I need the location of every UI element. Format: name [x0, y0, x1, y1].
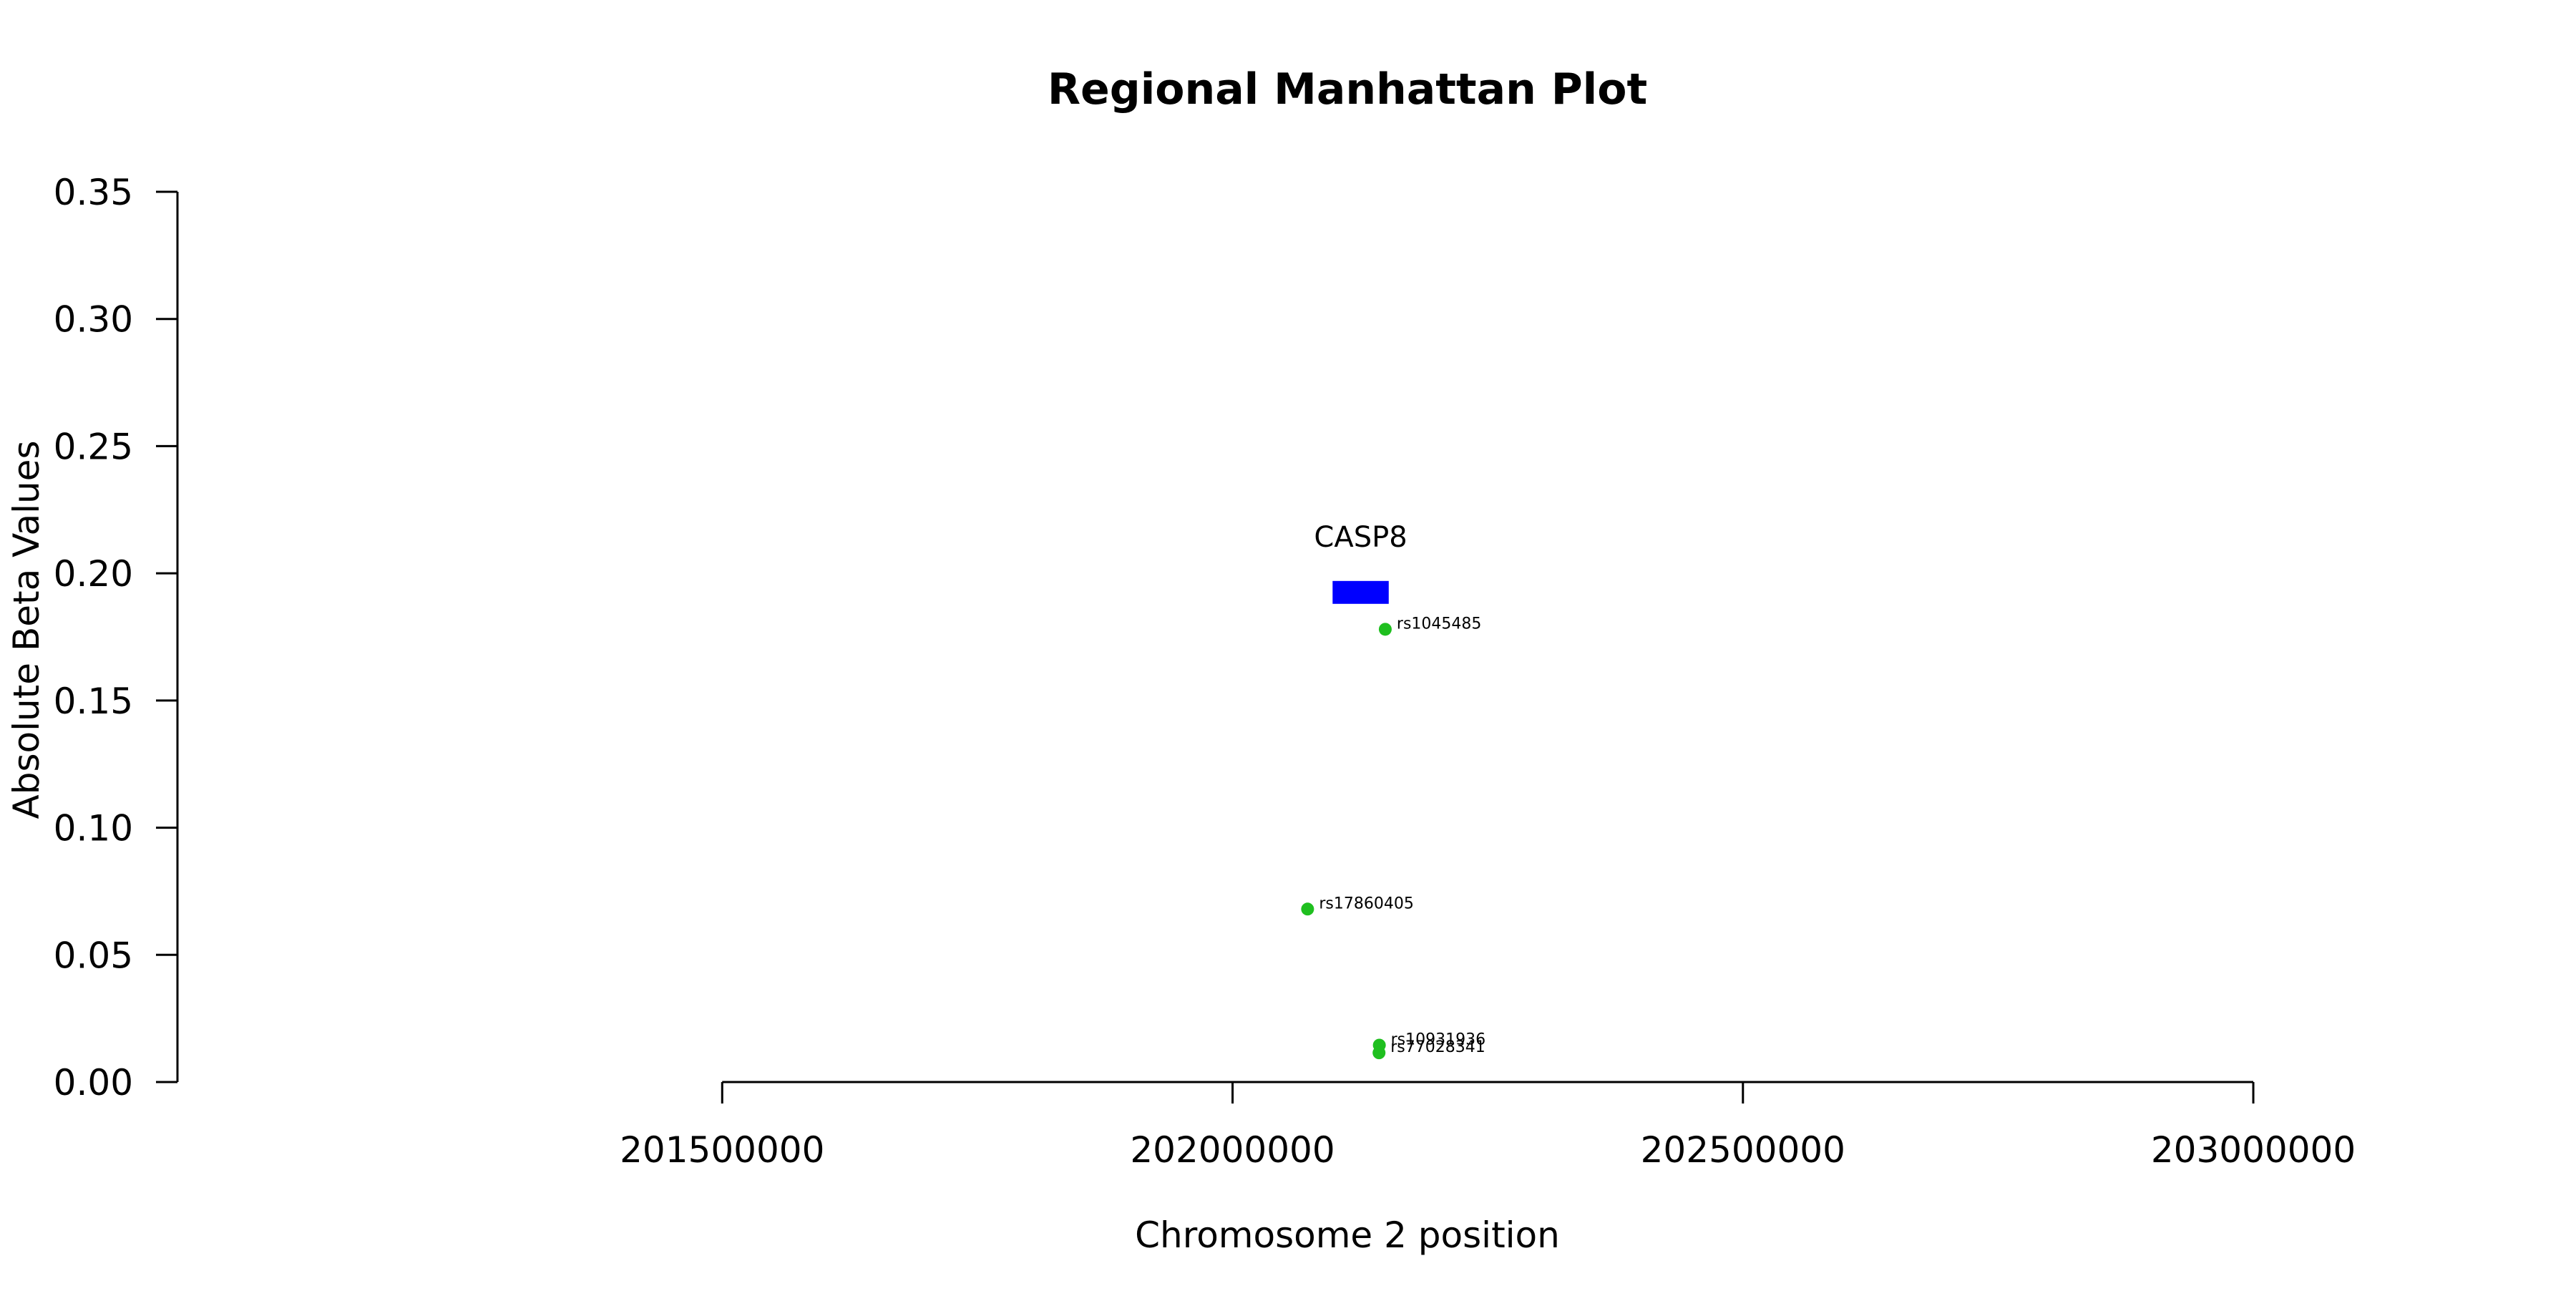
y-tick-label: 0.25	[54, 426, 133, 467]
snp-label-rs77028341: rs77028341	[1390, 1038, 1485, 1056]
y-tick-label: 0.10	[54, 808, 133, 849]
snp-point-rs17860405	[1301, 902, 1314, 916]
x-tick-label: 203000000	[2151, 1129, 2356, 1171]
x-tick-label: 202500000	[1641, 1129, 1845, 1171]
snp-point-rs1045485	[1378, 623, 1392, 636]
y-axis: 0.00 0.05 0.10 0.15 0.20 0.25 0.30 0.35	[54, 172, 179, 1104]
gene-casp8-label: CASP8	[1314, 521, 1407, 554]
x-axis-label: Chromosome 2 position	[1135, 1214, 1560, 1256]
y-axis-label: Absolute Beta Values	[6, 441, 47, 819]
y-tick-label: 0.20	[54, 553, 133, 595]
x-tick-label: 202000000	[1130, 1129, 1335, 1171]
gene-casp8-bar	[1332, 580, 1389, 604]
snp-label-rs1045485: rs1045485	[1397, 615, 1482, 633]
chart-title: Regional Manhattan Plot	[1048, 64, 1647, 115]
x-tick-label: 201500000	[620, 1129, 824, 1171]
y-tick-label: 0.05	[54, 935, 133, 976]
snp-point-rs77028341	[1372, 1046, 1386, 1060]
y-tick-label: 0.00	[54, 1062, 133, 1104]
y-tick-label: 0.30	[54, 299, 133, 341]
y-tick-label: 0.15	[54, 681, 133, 722]
y-tick-label: 0.35	[54, 172, 133, 213]
gene-track: CASP8	[1314, 521, 1407, 604]
snp-label-rs17860405: rs17860405	[1319, 895, 1413, 912]
x-axis: 201500000 202000000 202500000 203000000	[620, 1081, 2356, 1171]
snp-label-rs10931936: rs10931936	[1391, 1031, 1485, 1048]
